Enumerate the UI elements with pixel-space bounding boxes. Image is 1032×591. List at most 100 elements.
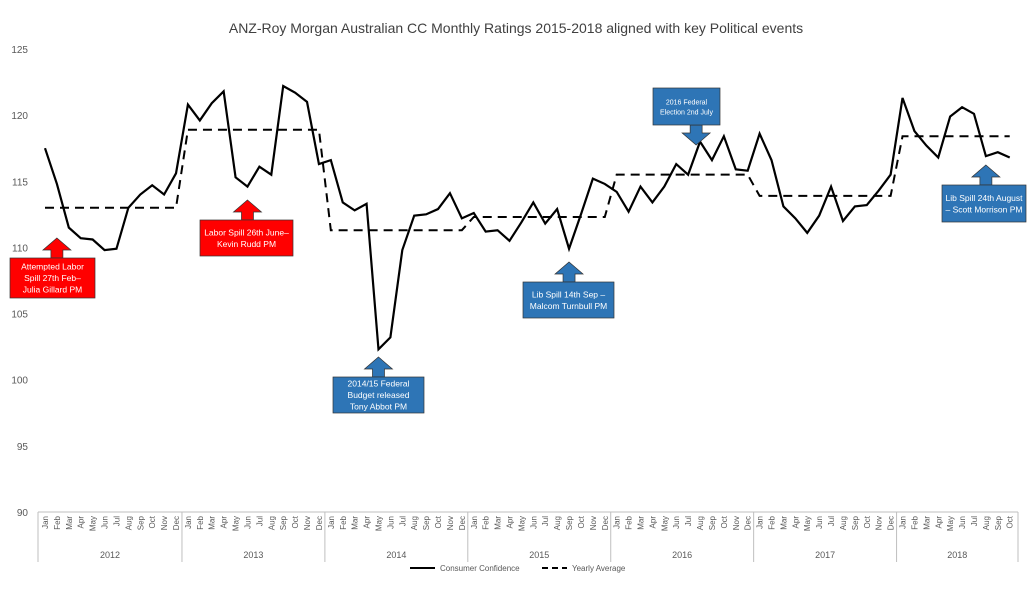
x-tick-month: Feb (910, 515, 919, 529)
x-tick-month: Dec (315, 516, 324, 530)
x-tick-year: 2017 (815, 550, 835, 560)
x-tick-month: Oct (720, 515, 729, 528)
x-tick-month: May (517, 516, 526, 531)
x-tick-month: Apr (648, 516, 657, 529)
x-tick-month: Oct (863, 515, 872, 528)
annotation-text: 2014/15 Federal (348, 379, 410, 389)
x-tick-month: Nov (589, 516, 598, 530)
x-tick-month: Mar (779, 516, 788, 530)
annotation-text: Budget released (348, 390, 410, 400)
x-tick-month: Aug (124, 516, 133, 530)
x-tick-month: Mar (494, 516, 503, 530)
annotation-box (9, 257, 96, 299)
x-tick-month: Sep (994, 515, 1003, 530)
y-tick-label: 95 (17, 442, 29, 453)
arrow-down-icon (681, 124, 712, 146)
x-tick-month: Jul (827, 516, 836, 526)
x-tick-month: Sep (279, 515, 288, 530)
y-tick-label: 115 (12, 177, 28, 188)
x-tick-month: Feb (196, 515, 205, 529)
annotation-text: 2016 Federal (666, 100, 708, 107)
annotation-text: Kevin Rudd PM (217, 239, 276, 249)
x-tick-month: Sep (565, 515, 574, 530)
x-tick-year: 2014 (386, 550, 406, 560)
annotation-box (332, 376, 425, 414)
x-tick-month: Apr (363, 516, 372, 529)
annotation-text: Labor Spill 26th June– (204, 227, 289, 237)
annotation-callout: Lib Spill 24th August– Scott Morrison PM (941, 164, 1027, 223)
x-tick-month: Jul (970, 516, 979, 526)
annotation-text: Attempted Labor (21, 262, 84, 272)
annotation-callout: Labor Spill 26th June– Kevin Rudd PM (199, 199, 294, 257)
x-tick-year: 2013 (243, 550, 263, 560)
x-tick-month: Jan (327, 516, 336, 529)
x-tick-month: Dec (172, 516, 181, 530)
annotation-callout: Lib Spill 14th Sep – Malcom Turnbull PM (522, 261, 615, 319)
x-tick-month: May (374, 516, 383, 531)
annotation-text: Spill 27th Feb– (24, 273, 81, 283)
x-tick-month: Jun (529, 516, 538, 529)
x-tick-month: Jan (613, 516, 622, 529)
x-tick-month: Aug (696, 516, 705, 530)
x-tick-month: Feb (768, 515, 777, 529)
x-tick-month: Feb (53, 515, 62, 529)
x-tick-month: Oct (1006, 515, 1015, 528)
annotation-box (199, 219, 294, 257)
x-tick-month: Nov (446, 516, 455, 530)
arrow-up-icon (970, 164, 1001, 186)
annotation-text: Lib Spill 14th Sep – (532, 289, 606, 299)
annotation-text: Lib Spill 24th August (945, 193, 1023, 203)
legend-label: Consumer Confidence (440, 564, 520, 573)
x-tick-month: Feb (339, 515, 348, 529)
x-tick-month: Dec (458, 516, 467, 530)
x-tick-month: Jun (386, 516, 395, 529)
x-tick-month: Aug (553, 516, 562, 530)
annotation-box (941, 184, 1027, 223)
x-tick-month: Mar (65, 516, 74, 530)
x-tick-month: May (232, 516, 241, 531)
x-tick-month: Jul (541, 516, 550, 526)
x-tick-month: Nov (875, 516, 884, 530)
annotation-text: Tony Abbot PM (350, 402, 407, 412)
x-tick-month: Mar (208, 516, 217, 530)
x-tick-month: Sep (422, 515, 431, 530)
y-tick-label: 120 (11, 111, 28, 122)
x-tick-month: May (89, 516, 98, 531)
arrow-up-icon (363, 356, 394, 378)
series-consumer-confidence (43, 84, 1011, 352)
arrow-up-icon (232, 199, 263, 221)
x-tick-month: Jun (815, 516, 824, 529)
x-tick-month: Dec (601, 516, 610, 530)
legend-label: Yearly Average (572, 564, 626, 573)
x-tick-month: Jan (470, 516, 479, 529)
x-tick-month: Dec (887, 516, 896, 530)
x-tick-month: Jan (184, 516, 193, 529)
x-tick-month: Mar (637, 516, 646, 530)
x-tick-month: Aug (267, 516, 276, 530)
x-tick-month: Jul (112, 516, 121, 526)
x-tick-month: May (803, 516, 812, 531)
x-tick-month: Oct (577, 515, 586, 528)
x-tick-month: Jan (41, 516, 50, 529)
annotation-callout: 2016 Federal Election 2nd July (652, 87, 721, 146)
x-tick-month: Sep (708, 515, 717, 530)
x-tick-month: Apr (220, 516, 229, 529)
x-tick-month: Oct (148, 515, 157, 528)
y-tick-label: 125 (11, 45, 28, 56)
x-tick-year: 2016 (672, 550, 692, 560)
x-tick-month: Aug (982, 516, 991, 530)
annotation-text: Election 2nd July (660, 110, 713, 117)
x-tick-month: Oct (434, 515, 443, 528)
annotation-box (522, 281, 615, 319)
arrow-up-icon (41, 237, 72, 259)
x-tick-month: Jan (899, 516, 908, 529)
x-tick-month: Mar (922, 516, 931, 530)
y-tick-label: 105 (11, 310, 28, 321)
x-tick-month: Oct (291, 515, 300, 528)
x-tick-year: 2015 (529, 550, 549, 560)
x-tick-month: Feb (482, 515, 491, 529)
